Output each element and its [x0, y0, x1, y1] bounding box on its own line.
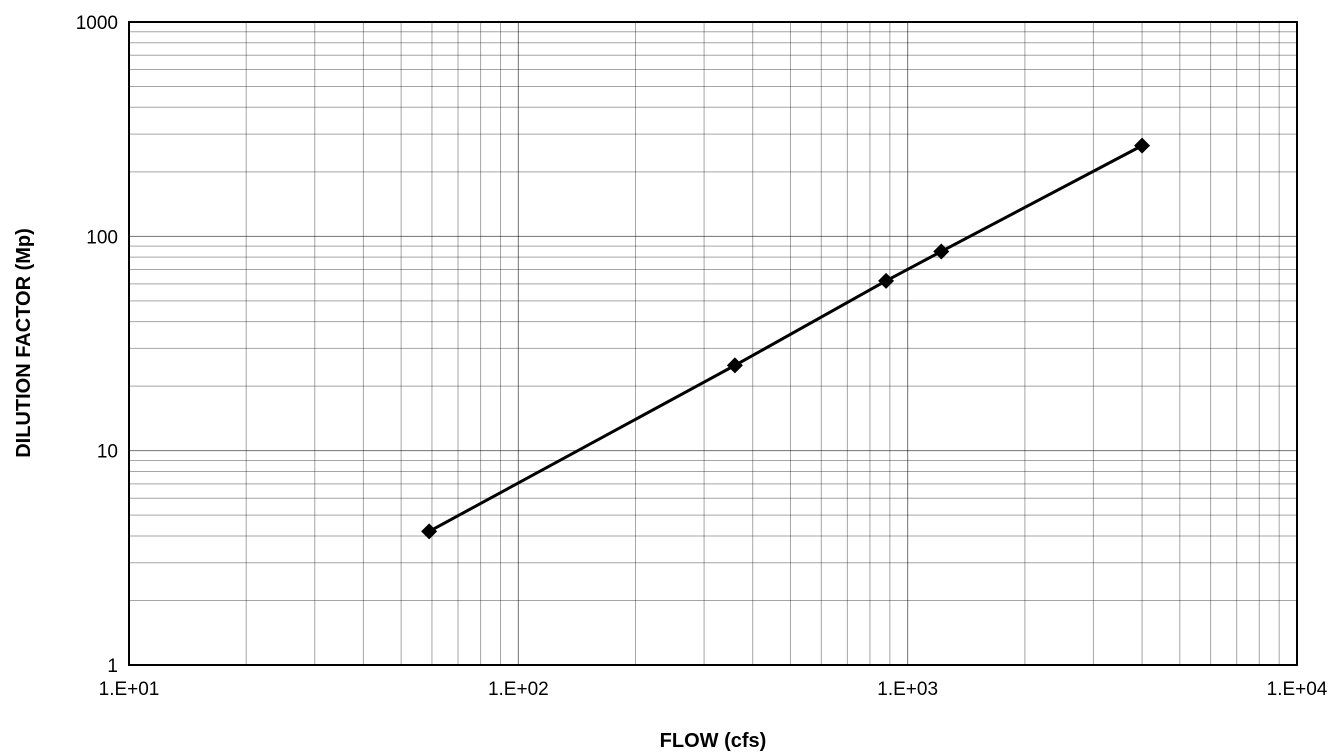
data-point-marker [933, 243, 950, 260]
data-point-marker [878, 272, 895, 289]
x-tick-label: 1.E+04 [1267, 679, 1328, 700]
y-tick-label: 1 [107, 656, 118, 677]
y-tick-label: 100 [86, 227, 118, 248]
x-tick-label: 1.E+03 [877, 679, 938, 700]
x-tick-label: 1.E+02 [488, 679, 549, 700]
series-layer [421, 137, 1151, 540]
x-axis-title: FLOW (cfs) [660, 730, 767, 752]
series-line [428, 144, 1143, 533]
y-tick-label: 1000 [76, 13, 118, 34]
x-tick-label: 1.E+01 [99, 679, 160, 700]
y-axis-title: DILUTION FACTOR (Mp) [13, 228, 35, 458]
data-point-marker [1134, 137, 1151, 154]
x-axis-ticks: 1.E+01 1.E+02 1.E+03 1.E+04 [99, 679, 1328, 700]
plot-area-frame [128, 21, 1298, 666]
data-point-marker [421, 523, 438, 540]
y-tick-label: 10 [97, 442, 118, 463]
data-point-marker [726, 357, 743, 374]
grid [129, 22, 1297, 665]
y-axis-ticks: 1 10 100 1000 [76, 13, 118, 677]
